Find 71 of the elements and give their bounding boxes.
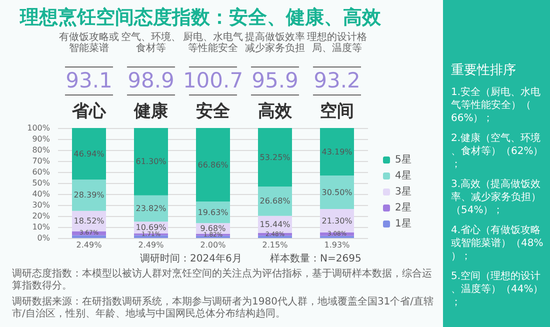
data-label: 21.30% [322,216,353,226]
y-tick-label: 0% [37,234,50,242]
x-tick-label: 省心 [71,102,107,122]
data-label: 53.25% [260,152,291,162]
text: 厨电、水电气等性能安全 [183,31,243,54]
text: 1.安全（厨电、水电气等性能安全）（66%）； [451,86,541,124]
text: 调研数据来源：在研指数调研系统，本期参与调研者为1980代人群，地域覆盖全国31个省/直辖市/自治区，性别、年龄、地域与中国网民总体分布结构趋同。 [12,296,434,320]
y-tick-label: 10% [32,222,50,232]
data-label: 61.30% [136,157,167,166]
text: 5.空间（理想的设计、温度等）（44%）； [451,270,544,308]
data-label: 2.49% [76,240,102,250]
bar [258,128,292,187]
x-tick-label: 空间 [320,102,354,122]
bar [134,128,168,196]
text: 提高做饭效率减少家务负担 [245,31,305,54]
text: 调研时间：2024年6月 [140,252,242,264]
bar [72,235,106,238]
data-label: 10.69% [136,223,167,232]
x-tick-label: 健康 [133,102,169,122]
text: 重要性排序 [451,62,516,78]
text: 理想的设计格局、温度等 [307,31,367,54]
y-tick-label: 50% [32,178,50,188]
data-label: 18.52% [74,216,105,226]
data-label: 26.68% [260,196,291,206]
y-tick-label: 90% [32,134,50,144]
text: 4.省心（有做饭攻略或智能菜谱）（48%）； [451,224,544,262]
data-label: 66.86% [198,160,229,170]
text: 有做饭攻略或智能菜谱 [59,31,119,54]
legend-label: 5星 [395,154,412,166]
data-label: 19.63% [198,208,229,217]
legend-label: 1星 [395,218,412,230]
legend-label: 2星 [395,202,412,214]
data-label: 23.82% [136,204,167,214]
y-tick-label: 60% [32,168,50,176]
text: 100.7 [182,68,244,92]
bar [320,176,354,210]
text: 样本数量：N=2695 [270,252,362,264]
x-tick-label: 高效 [258,102,293,122]
x-tick-label: 安全 [196,102,231,122]
text: 2.健康（空气、环境、食材等）（62%）； [451,132,544,170]
legend-label: 4星 [395,170,412,182]
text: 调研态度指数：本模型以被访人群对烹饪空间的关注点为评估指标，基于调研样本数据，综合运算指数得分。 [12,268,432,292]
data-label: 28.39% [74,190,105,200]
text: 3.高效（提高做饭效率、减少家务负担）（54%）； [451,178,541,216]
bar [258,186,292,216]
data-label: 9.68% [200,224,226,233]
data-label: 1.93% [324,240,350,250]
y-tick-label: 30% [32,200,50,210]
text: 空气、环境、食材等 [121,31,181,54]
data-label: 2.15% [262,240,288,250]
data-label: 2.49% [138,240,164,250]
y-tick-label: 20% [32,212,50,220]
text: 93.2 [314,68,360,92]
text: 98.9 [128,68,174,92]
legend-label: 3星 [395,186,412,198]
chart-title: 理想烹饪空间态度指数：安全、健康、高效 [19,6,382,28]
data-label: 43.19% [322,147,353,156]
y-tick-label: 70% [32,156,50,166]
data-label: 15.44% [260,220,291,229]
y-tick-label: 40% [32,190,50,198]
data-label: 30.50% [322,188,353,197]
bar [196,128,230,202]
text: 95.9 [252,68,298,92]
bar [320,128,354,176]
data-label: 46.94% [74,149,105,158]
data-label: 2.00% [200,240,226,250]
bar [72,128,106,180]
y-tick-label: 80% [32,146,50,154]
text: 93.1 [66,68,112,92]
y-tick-label: 100% [27,124,50,132]
bar [72,180,106,211]
